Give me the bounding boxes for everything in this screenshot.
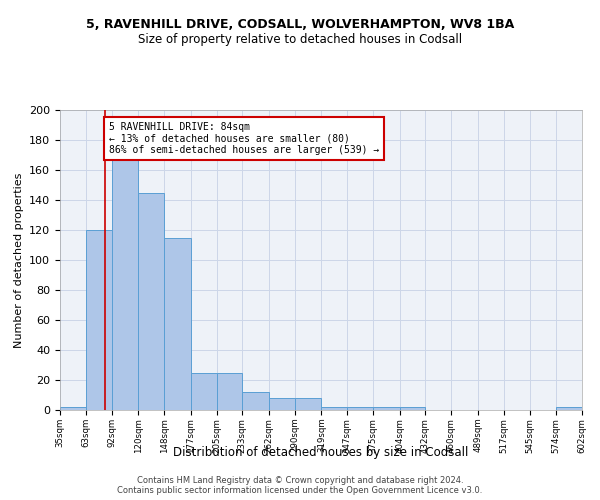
Bar (191, 372, 217, 410)
Text: Contains public sector information licensed under the Open Government Licence v3: Contains public sector information licen… (118, 486, 482, 495)
Bar (347, 407, 373, 410)
Y-axis label: Number of detached properties: Number of detached properties (14, 172, 23, 348)
Bar (112, 132, 138, 410)
Text: Size of property relative to detached houses in Codsall: Size of property relative to detached ho… (138, 32, 462, 46)
Bar (164, 238, 191, 410)
Bar (556, 407, 582, 410)
Bar (60, 407, 86, 410)
Text: Contains HM Land Registry data © Crown copyright and database right 2024.: Contains HM Land Registry data © Crown c… (137, 476, 463, 485)
Bar (86, 230, 112, 410)
Text: 5, RAVENHILL DRIVE, CODSALL, WOLVERHAMPTON, WV8 1BA: 5, RAVENHILL DRIVE, CODSALL, WOLVERHAMPT… (86, 18, 514, 30)
Bar (242, 392, 269, 410)
Bar (373, 407, 400, 410)
Bar (138, 192, 164, 410)
Text: Distribution of detached houses by size in Codsall: Distribution of detached houses by size … (173, 446, 469, 459)
Bar (269, 398, 295, 410)
Text: 5 RAVENHILL DRIVE: 84sqm
← 13% of detached houses are smaller (80)
86% of semi-d: 5 RAVENHILL DRIVE: 84sqm ← 13% of detach… (109, 122, 379, 155)
Bar (400, 407, 425, 410)
Bar (295, 398, 322, 410)
Bar (217, 372, 242, 410)
Bar (322, 407, 347, 410)
